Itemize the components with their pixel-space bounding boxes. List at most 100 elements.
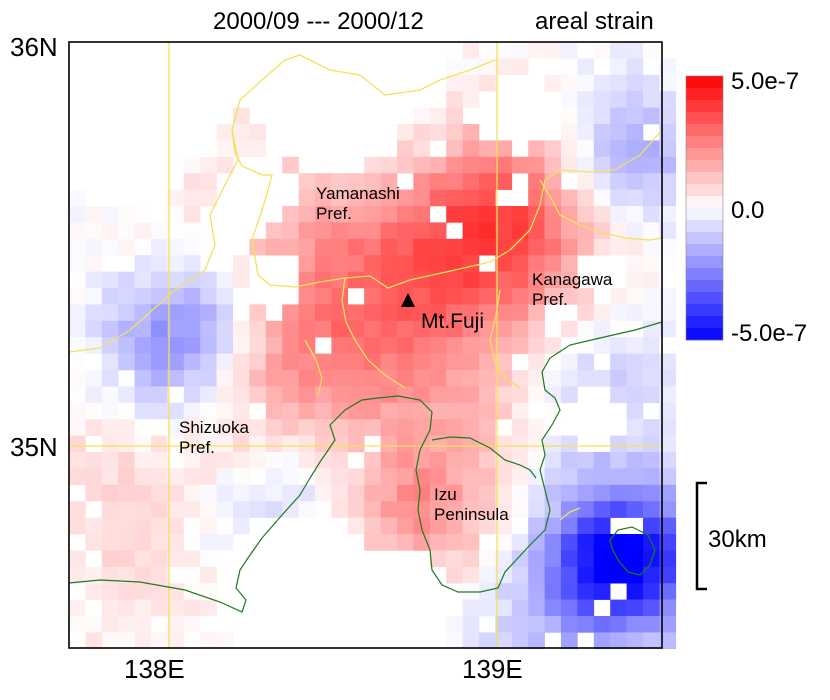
strain-cell [69, 501, 86, 518]
strain-cell [610, 74, 627, 92]
strain-cell [167, 468, 185, 486]
strain-cell [347, 370, 365, 387]
strain-cell [380, 452, 398, 469]
strain-cell [511, 452, 529, 469]
strain-cell [151, 304, 168, 322]
strain-cell [134, 566, 152, 584]
strain-cell [446, 435, 463, 453]
strain-cell [347, 189, 365, 207]
strain-cell [610, 632, 627, 650]
strain-cell [659, 189, 677, 207]
strain-grid [69, 42, 677, 650]
strain-cell [85, 517, 103, 535]
strain-cell [151, 419, 168, 436]
strain-cell [528, 632, 545, 650]
strain-cell [265, 468, 283, 486]
strain-cell [577, 140, 595, 158]
strain-cell [446, 288, 463, 305]
strain-cell [446, 501, 463, 518]
strain-cell [561, 206, 578, 223]
strain-cell [347, 173, 365, 190]
strain-cell [462, 337, 480, 354]
strain-cell [593, 616, 611, 633]
strain-cell [69, 402, 86, 420]
strain-cell [593, 124, 611, 141]
strain-cell [643, 74, 660, 92]
strain-cell [610, 189, 627, 207]
strain-cell [479, 484, 496, 502]
strain-cell [446, 566, 463, 584]
strain-cell [134, 468, 152, 486]
strain-cell [479, 566, 496, 584]
prefecture-boundary [489, 289, 521, 389]
strain-cell [495, 550, 513, 568]
strain-cell [233, 386, 250, 404]
strain-cell [134, 402, 152, 420]
strain-cell [511, 616, 529, 633]
strain-cell [118, 402, 135, 420]
strain-cell [167, 632, 185, 650]
strain-cell [200, 419, 217, 436]
strain-cell [413, 452, 431, 469]
strain-cell [429, 534, 447, 551]
strain-cell [462, 616, 480, 633]
strain-cell [544, 386, 562, 404]
strain-cell [643, 320, 660, 338]
strain-cell [216, 517, 234, 535]
strain-cell [380, 271, 398, 289]
strain-cell [561, 140, 578, 158]
strain-cell [643, 353, 660, 371]
strain-cell [462, 534, 480, 551]
strain-cell [593, 74, 611, 92]
strain-cell [429, 304, 447, 322]
strain-cell [118, 616, 135, 633]
strain-cell [167, 583, 185, 600]
strain-cell [282, 435, 299, 453]
strain-cell [298, 353, 316, 371]
strain-cell [118, 288, 135, 305]
strain-cell [446, 370, 463, 387]
strain-cell [626, 42, 644, 59]
strain-cell [183, 386, 201, 404]
strain-cell [364, 468, 381, 486]
strain-cell [643, 566, 660, 584]
strain-cell [151, 206, 168, 223]
strain-cell [413, 337, 431, 354]
strain-cell [118, 484, 135, 502]
strain-cell [643, 550, 660, 568]
strain-cell [331, 386, 349, 404]
strain-cell [495, 58, 513, 76]
strain-cell [462, 222, 480, 240]
strain-cell [413, 156, 431, 174]
strain-cell [528, 337, 545, 354]
strain-cell [347, 402, 365, 420]
strain-cell [216, 124, 234, 141]
strain-cell [544, 238, 562, 256]
strain-cell [544, 222, 562, 240]
strain-cell [413, 419, 431, 436]
strain-cell [643, 337, 660, 354]
strain-cell [479, 353, 496, 371]
strain-cell [528, 599, 545, 617]
strain-cell [479, 435, 496, 453]
strain-cell [479, 140, 496, 158]
strain-cell [233, 304, 250, 322]
strain-cell [495, 140, 513, 158]
strain-cell [561, 124, 578, 141]
strain-cell [200, 370, 217, 387]
strain-cell [233, 435, 250, 453]
strain-cell [134, 288, 152, 305]
strain-cell [544, 74, 562, 92]
strain-cell [462, 189, 480, 207]
strain-cell [151, 452, 168, 469]
strain-cell [134, 238, 152, 256]
strain-cell [495, 370, 513, 387]
colorbar-step [686, 220, 723, 233]
strain-cell [659, 173, 677, 190]
strain-cell [364, 386, 381, 404]
strain-cell [347, 353, 365, 371]
strain-cell [511, 550, 529, 568]
strain-cell [593, 501, 611, 518]
strain-cell [233, 288, 250, 305]
strain-cell [626, 435, 644, 453]
